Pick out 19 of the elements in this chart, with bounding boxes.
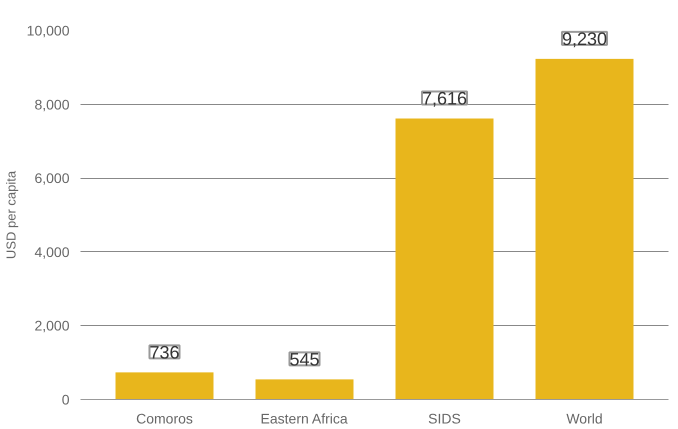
data-label: 736 (149, 342, 180, 362)
bar (396, 118, 494, 400)
y-axis-title: USD per capita (4, 170, 19, 260)
data-label: 7,616 (422, 88, 468, 108)
data-label: 545 (289, 349, 320, 370)
data-label: 9,230 (562, 28, 608, 49)
y-tick-label: 2,000 (34, 318, 70, 334)
y-tick-label: 10,000 (26, 22, 70, 38)
y-tick-label: 4,000 (34, 244, 70, 260)
bar (116, 372, 214, 400)
y-tick-label: 8,000 (34, 96, 70, 112)
x-tick-label: Comoros (136, 410, 193, 426)
x-tick-label: World (566, 410, 603, 426)
y-tick-label: 6,000 (34, 170, 70, 186)
x-tick-label: SIDS (428, 410, 461, 426)
x-tick-label: Eastern Africa (260, 410, 348, 426)
bar (536, 58, 634, 400)
y-tick-label: 0 (62, 392, 70, 408)
bar (256, 379, 354, 400)
